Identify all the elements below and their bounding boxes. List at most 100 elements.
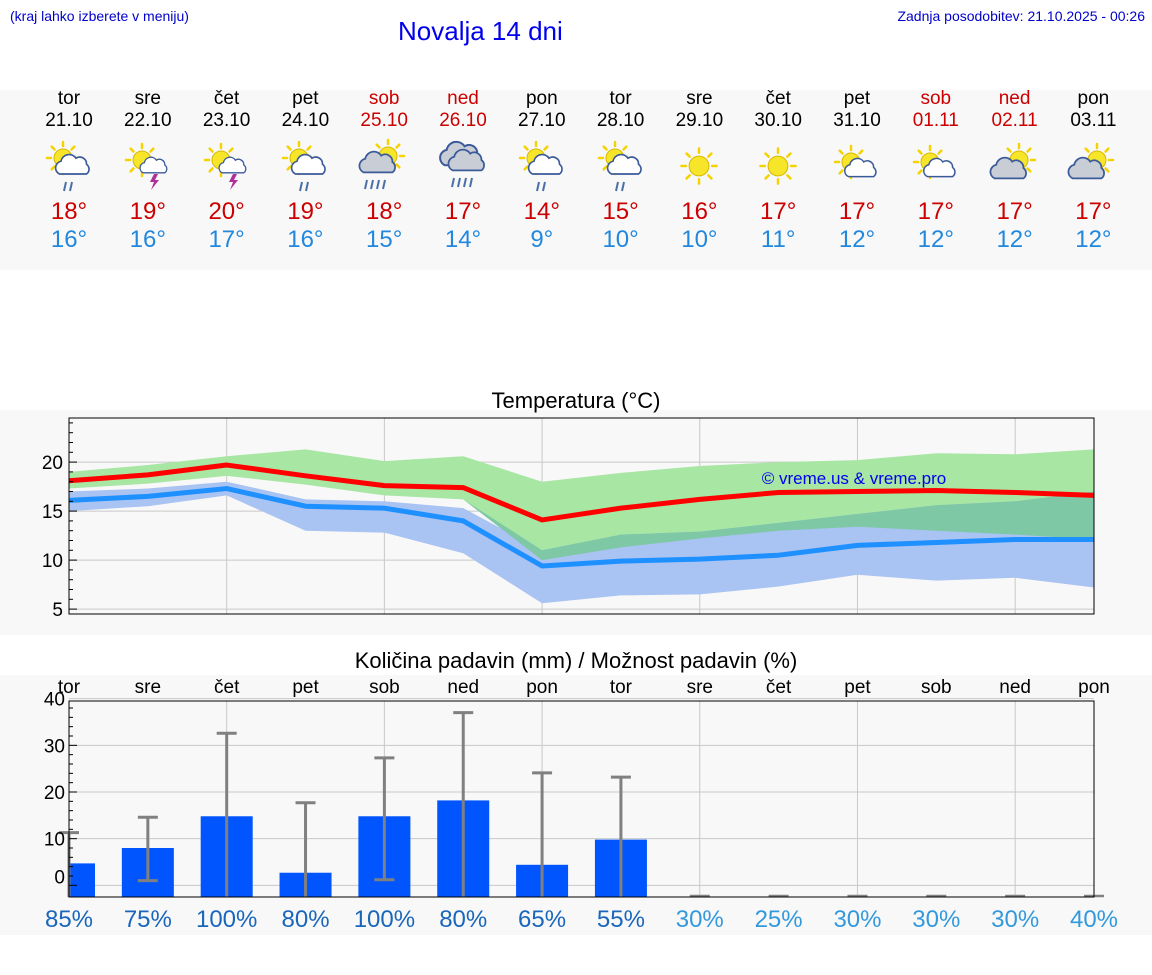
y-tick-label: 0 — [54, 867, 65, 888]
precip-probability-label: 65% — [518, 906, 566, 933]
temp-min: 9° — [530, 226, 554, 253]
y-tick-label: 10 — [44, 830, 65, 851]
temp-min: 15° — [366, 226, 403, 253]
temp-min: 12° — [917, 226, 954, 253]
day-name: pon — [1077, 88, 1110, 109]
day-column: čet 30.10 — [738, 88, 818, 134]
temp-min: 17° — [208, 226, 245, 253]
temp-min: 12° — [1075, 226, 1112, 253]
day-column: sre 22.10 — [108, 88, 188, 134]
sun-cloud-heavy-rain-icon — [354, 138, 414, 194]
day-date: 02.11 — [991, 110, 1038, 131]
day-column: sob 01.11 — [896, 88, 976, 134]
sun-small-cloud-icon — [906, 138, 966, 194]
day-date: 25.10 — [360, 110, 408, 131]
x-category-label: čet — [766, 677, 792, 698]
max-temp-line — [68, 462, 1095, 523]
day-name: ned — [447, 88, 479, 109]
x-category-label: sob — [921, 677, 952, 698]
x-category-label: pon — [1078, 677, 1110, 698]
x-category-label: tor — [58, 677, 81, 698]
temp-min: 12° — [838, 226, 876, 253]
temp-max: 17° — [760, 198, 797, 225]
day-name: čet — [213, 88, 240, 109]
daily-forecast-band — [0, 90, 1152, 270]
day-date: 03.11 — [1070, 110, 1117, 131]
temp-min: 14° — [444, 226, 482, 253]
precip-probability-label: 75% — [124, 906, 172, 933]
day-date: 28.10 — [596, 110, 645, 131]
day-name: ned — [998, 88, 1031, 109]
temp-max: 17° — [917, 198, 954, 225]
y-tick-label: 30 — [44, 736, 65, 757]
sun-cloud-icon — [985, 138, 1045, 194]
precip-probability-label: 30% — [991, 906, 1039, 933]
temp-min: 12° — [996, 226, 1033, 253]
x-category-label: pon — [526, 677, 558, 698]
min-temp-line — [68, 486, 1094, 569]
temp-min: 16° — [50, 226, 88, 253]
min-temp-range-band — [69, 481, 1094, 604]
day-date: 01.11 — [912, 110, 959, 131]
temp-min: 16° — [287, 226, 324, 253]
day-name: sob — [920, 88, 952, 109]
sun-thunder-icon — [118, 138, 178, 194]
day-date: 24.10 — [281, 110, 330, 131]
day-column: pet 31.10 — [817, 88, 897, 134]
sun-cloud-rain-icon — [591, 138, 651, 194]
sun-cloud-icon — [1063, 138, 1123, 194]
cloud-heavy-rain-icon — [433, 138, 493, 194]
day-column: pet 24.10 — [265, 88, 345, 134]
day-column: ned 02.11 — [975, 88, 1055, 134]
y-tick-label: 20 — [44, 783, 65, 804]
day-column: sob 25.10 — [344, 88, 424, 134]
day-name: tor — [57, 88, 81, 109]
x-category-label: sob — [369, 677, 400, 698]
temp-max: 20° — [208, 198, 245, 225]
temp-max: 17° — [838, 198, 876, 225]
y-tick-label: 15 — [42, 502, 63, 523]
day-column: sre 29.10 — [659, 88, 739, 134]
day-column: ned 26.10 — [423, 88, 503, 134]
sun-cloud-rain-icon — [275, 138, 335, 194]
precip-probability-label: 80% — [282, 906, 330, 933]
day-name: pet — [843, 88, 871, 109]
precip-probability-label: 30% — [912, 906, 960, 933]
y-tick-label: 20 — [42, 453, 63, 474]
temp-max: 17° — [444, 198, 482, 225]
sun-cloud-rain-icon — [39, 138, 99, 194]
temp-min: 10° — [681, 226, 718, 253]
day-name: čet — [765, 88, 791, 109]
day-name: sob — [368, 88, 400, 109]
x-category-label: tor — [610, 677, 633, 698]
day-date: 26.10 — [439, 110, 487, 131]
precip-probability-label: 40% — [1070, 906, 1118, 933]
precip-probability-label: 25% — [755, 906, 803, 933]
sun-icon — [669, 138, 729, 194]
y-tick-label: 5 — [52, 600, 63, 621]
temp-max: 19° — [287, 198, 324, 225]
precip-probability-label: 30% — [676, 906, 724, 933]
temp-max: 15° — [602, 198, 639, 225]
temp-min: 11° — [760, 226, 796, 253]
day-column: pon 27.10 — [502, 88, 582, 134]
day-date: 27.10 — [518, 110, 566, 131]
x-category-label: sre — [687, 677, 713, 698]
sun-cloud-rain-icon — [512, 138, 572, 194]
temp-max: 17° — [996, 198, 1033, 225]
last-update: Zadnja posodobitev: 21.10.2025 - 00:26 — [897, 8, 1145, 24]
x-category-label: pet — [844, 677, 871, 698]
day-date: 23.10 — [202, 110, 251, 131]
plot-frame — [68, 417, 1095, 615]
day-name: sre — [686, 88, 713, 109]
x-category-label: pet — [292, 677, 319, 698]
precip-probability-label: 100% — [354, 906, 415, 933]
temp-max: 17° — [1075, 198, 1112, 225]
temp-max: 18° — [50, 198, 88, 225]
day-column: tor 21.10 — [29, 88, 109, 134]
y-tick-label: 40 — [44, 690, 65, 711]
precip-probability-label: 85% — [45, 906, 93, 933]
day-date: 30.10 — [754, 110, 802, 131]
temp-max: 18° — [366, 198, 403, 225]
